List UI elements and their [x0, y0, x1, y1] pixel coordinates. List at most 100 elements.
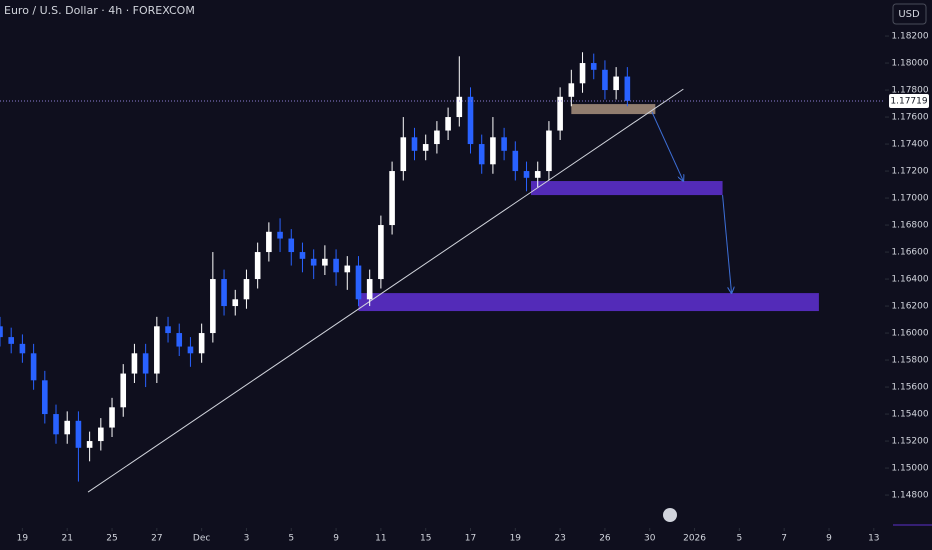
- x-tick-label: 26: [599, 534, 611, 544]
- x-tick-label: 27: [151, 534, 162, 544]
- candle-body: [142, 353, 149, 374]
- candle-body: [109, 407, 115, 428]
- candle-body: [165, 326, 171, 334]
- candle-body: [434, 130, 440, 145]
- candle-body: [624, 76, 631, 101]
- candle-body: [546, 130, 552, 172]
- candle-body: [322, 258, 328, 266]
- x-tick-label: 3: [244, 534, 250, 544]
- x-tick-label: 7: [781, 534, 787, 544]
- candle-body: [198, 333, 205, 354]
- candle-body: [366, 279, 373, 300]
- arrow: [722, 195, 732, 293]
- y-tick-label: 1.18000: [891, 59, 928, 69]
- candle-body: [613, 76, 619, 91]
- candle-body: [210, 279, 216, 334]
- candle-body: [288, 238, 295, 253]
- candle-body: [131, 353, 138, 374]
- x-tick-label: 9: [333, 534, 339, 544]
- candle-body: [467, 96, 474, 145]
- candle-body: [64, 420, 71, 435]
- y-tick-label: 1.14800: [891, 491, 928, 501]
- y-tick-label: 1.16800: [891, 221, 928, 231]
- candle-body: [602, 69, 608, 91]
- candle-body: [86, 441, 93, 448]
- x-tick-label: Dec: [193, 534, 210, 544]
- zone: [571, 104, 656, 115]
- candle-body: [568, 83, 575, 97]
- candle-body: [243, 279, 250, 300]
- candle-body: [590, 63, 597, 70]
- last-price-box: [889, 93, 929, 108]
- candle-body: [478, 144, 485, 165]
- candle-body: [232, 299, 239, 307]
- x-tick-label: 5: [288, 534, 294, 544]
- candle-body: [445, 117, 451, 131]
- candle-body: [389, 171, 395, 226]
- x-tick-label: 19: [510, 534, 522, 544]
- candle-body: [333, 258, 339, 273]
- y-tick-label: 1.18200: [891, 32, 928, 42]
- candle-body: [277, 231, 283, 239]
- y-tick-label: 1.15400: [891, 410, 928, 420]
- y-tick-label: 1.16400: [891, 275, 928, 285]
- x-tick-label: 2026: [683, 534, 706, 544]
- zone: [531, 181, 723, 196]
- candle-body: [221, 279, 227, 307]
- candle-body: [254, 252, 261, 280]
- x-tick-label: 13: [868, 534, 879, 544]
- candle-body: [266, 231, 272, 253]
- y-tick-label: 1.17000: [891, 194, 928, 204]
- x-tick-label: 9: [826, 534, 832, 544]
- candle-body: [53, 414, 59, 435]
- candle-body: [501, 137, 507, 151]
- y-tick-label: 1.16000: [891, 329, 928, 339]
- candle-body: [310, 258, 317, 266]
- x-tick-label: 15: [420, 534, 431, 544]
- candle-body: [490, 137, 496, 165]
- candle-body: [176, 333, 183, 347]
- x-tick-label: 19: [17, 534, 29, 544]
- y-tick-label: 1.17400: [891, 140, 928, 150]
- candle-body: [512, 150, 519, 172]
- trendline: [87, 88, 684, 493]
- candle-body: [98, 427, 104, 442]
- currency-button[interactable]: [892, 3, 927, 25]
- candle-body: [120, 373, 127, 408]
- candle-body: [30, 353, 37, 381]
- y-tick-label: 1.16200: [891, 302, 928, 312]
- zone: [358, 293, 819, 312]
- y-tick-label: 1.16600: [891, 248, 928, 258]
- candle-body: [534, 171, 541, 178]
- candle-body: [19, 343, 26, 354]
- y-tick-label: 1.17800: [891, 86, 928, 96]
- chart-title: Euro / U.S. Dollar · 4h · FOREXCOM: [4, 4, 195, 17]
- candle-body: [456, 96, 463, 118]
- candle-body: [187, 346, 194, 354]
- arrow: [651, 111, 683, 181]
- x-tick-label: 11: [375, 534, 386, 544]
- x-tick-label: 23: [554, 534, 565, 544]
- candle-body: [411, 137, 418, 151]
- candle-body: [299, 252, 306, 259]
- y-tick-label: 1.15000: [891, 464, 928, 474]
- last-price-label: 1.17719: [890, 96, 927, 106]
- y-tick-label: 1.15200: [891, 437, 928, 447]
- candle-body: [154, 326, 160, 374]
- candle-body: [523, 171, 530, 178]
- candle-body: [579, 63, 586, 84]
- candle-body: [0, 326, 3, 338]
- x-tick-label: 21: [61, 534, 72, 544]
- candle-body: [400, 137, 407, 172]
- x-tick-label: 17: [465, 534, 476, 544]
- y-tick-label: 1.17600: [891, 113, 928, 123]
- y-tick-label: 1.15600: [891, 383, 928, 393]
- candle-body: [355, 265, 362, 300]
- currency-label[interactable]: USD: [898, 9, 920, 20]
- x-tick-label: 30: [644, 534, 656, 544]
- logo[interactable]: [663, 508, 677, 522]
- candle-body: [75, 420, 82, 448]
